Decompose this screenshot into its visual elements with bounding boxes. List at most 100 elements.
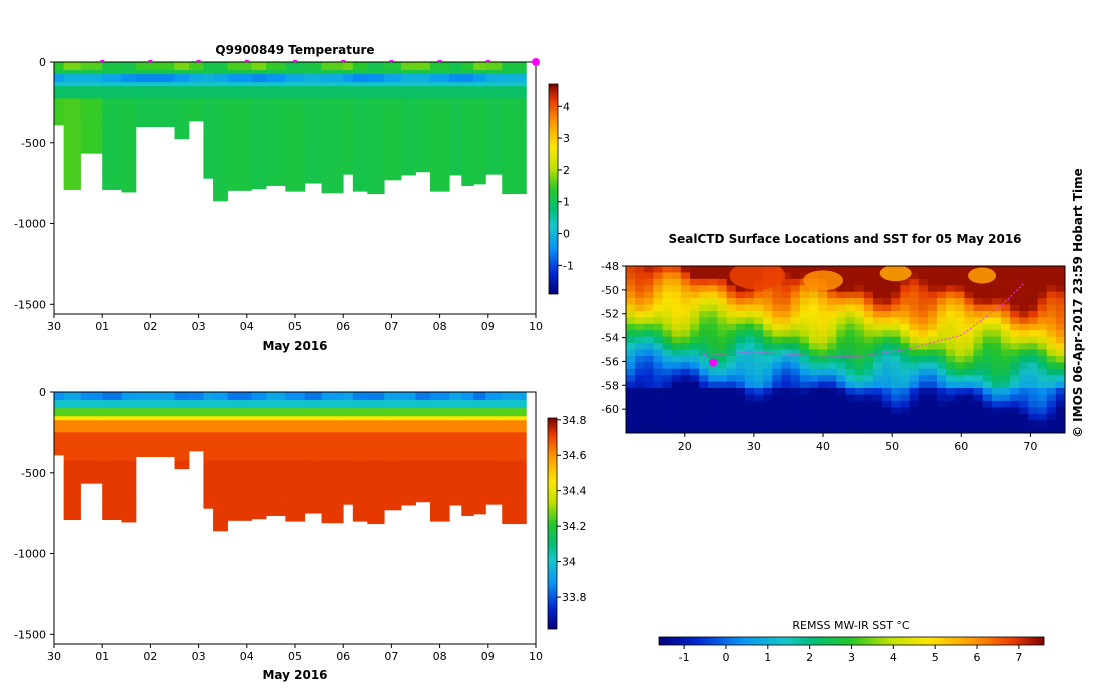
section-cell <box>461 452 474 458</box>
section-cell <box>343 142 354 148</box>
section-cell <box>80 142 103 148</box>
section-cell <box>449 480 462 486</box>
section-cell <box>473 118 486 123</box>
section-cell <box>449 492 462 498</box>
section-cell <box>285 492 306 498</box>
section-cell <box>203 432 214 437</box>
section-cell <box>251 150 267 156</box>
section-cell <box>415 460 431 466</box>
section-cell <box>304 396 322 401</box>
section-cell <box>429 138 450 144</box>
section-cell <box>227 78 253 83</box>
section-cell <box>251 86 267 91</box>
section-cell <box>502 62 527 67</box>
section-cell <box>54 78 65 83</box>
section-cell <box>343 78 354 83</box>
section-cell <box>461 513 474 516</box>
section-cell <box>227 448 253 453</box>
section-cell <box>502 150 527 156</box>
section-cell <box>54 448 65 453</box>
section-cell <box>135 444 175 449</box>
section-cell <box>352 456 368 462</box>
section-cell <box>266 432 286 437</box>
section-cell <box>121 392 137 397</box>
section-cell <box>63 154 81 160</box>
section-cell <box>429 158 450 164</box>
section-cell <box>102 94 122 99</box>
section-cell <box>102 464 122 470</box>
section-cell <box>343 412 354 417</box>
section-cell <box>401 167 416 172</box>
section-cell <box>135 424 175 429</box>
section-cell <box>63 472 81 478</box>
section-cell <box>80 428 103 433</box>
section-cell <box>401 416 416 421</box>
section-cell <box>227 404 253 409</box>
section-cell <box>415 74 431 79</box>
section-cell <box>102 420 122 425</box>
section-cell <box>203 396 214 401</box>
section-cell <box>266 126 286 132</box>
section-cell <box>502 488 527 494</box>
section-cell <box>188 118 204 122</box>
section-cell <box>473 432 486 437</box>
section-cell <box>304 428 322 433</box>
colorbar-tick-label: 34.8 <box>562 414 587 427</box>
section-cell <box>188 432 204 437</box>
x-tick-label: 09 <box>481 320 495 333</box>
section-cell <box>415 420 431 425</box>
section-cell <box>367 480 385 486</box>
section-cell <box>54 396 65 401</box>
section-cell <box>449 416 462 421</box>
section-cell <box>429 167 450 172</box>
section-cell <box>188 82 204 87</box>
section-cell <box>429 509 450 514</box>
section-cell <box>367 70 385 75</box>
section-cell <box>352 66 368 71</box>
section-cell <box>251 118 267 123</box>
section-cell <box>135 440 175 445</box>
section-cell <box>285 404 306 409</box>
section-cell <box>266 509 286 514</box>
colorbar-tick-label: 6 <box>974 651 981 664</box>
section-cell <box>449 98 462 103</box>
y-tick-label: -58 <box>601 379 619 392</box>
section-cell <box>213 460 228 466</box>
section-cell <box>203 94 214 99</box>
section-cell <box>63 158 81 164</box>
section-cell <box>304 122 322 128</box>
section-cell <box>213 440 228 445</box>
section-cell <box>304 501 322 506</box>
section-cell <box>188 396 204 401</box>
section-cell <box>266 440 286 445</box>
section-cell <box>401 158 416 164</box>
sst-colorbar-label: REMSS MW-IR SST °C <box>792 619 910 632</box>
section-cell <box>401 392 416 397</box>
section-cell <box>227 416 253 421</box>
section-cell <box>352 464 368 470</box>
section-cell <box>213 199 228 202</box>
y-tick-label: -56 <box>601 355 619 368</box>
section-cell <box>174 70 190 75</box>
section-cell <box>102 86 122 91</box>
section-cell <box>461 480 474 486</box>
section-cell <box>266 138 286 144</box>
section-cell <box>266 98 286 103</box>
section-cell <box>367 468 385 474</box>
section-cell <box>251 126 267 132</box>
section-cell <box>343 167 354 172</box>
section-cell <box>174 452 190 458</box>
section-cell <box>415 396 431 401</box>
section-cell <box>174 102 190 107</box>
section-cell <box>502 158 527 164</box>
section-cell <box>174 428 190 433</box>
section-cell <box>367 517 385 522</box>
section-cell <box>352 114 368 119</box>
section-cell <box>401 440 416 445</box>
section-cell <box>174 436 190 441</box>
section-cell <box>188 448 204 452</box>
section-cell <box>352 98 368 103</box>
section-cell <box>63 175 81 180</box>
section-cell <box>449 114 462 119</box>
section-cell <box>174 396 190 401</box>
